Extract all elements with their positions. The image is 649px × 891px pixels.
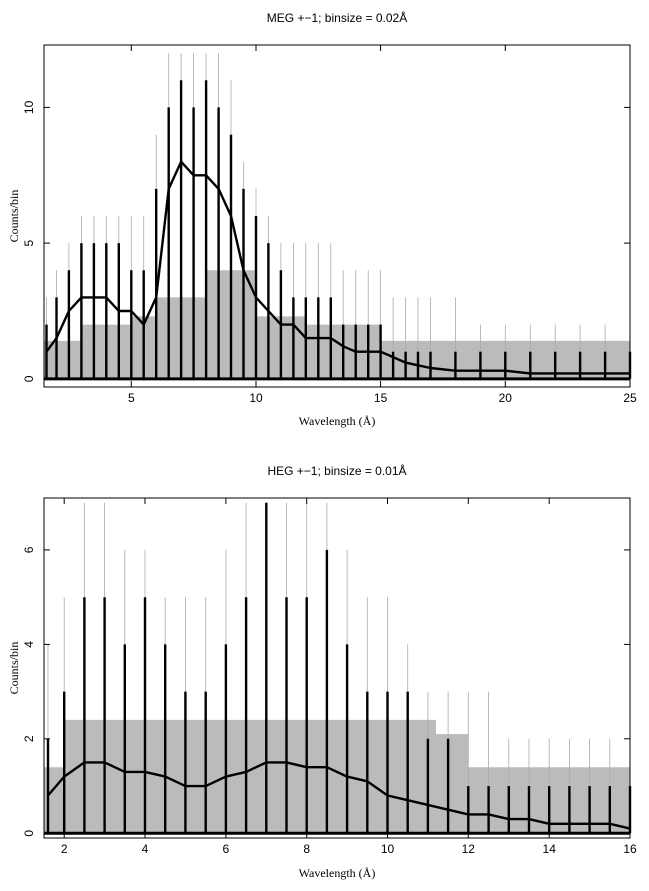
y-tick-label: 10 [22, 100, 36, 114]
y-axis-label-meg: Counts/bin [7, 190, 21, 243]
x-tick-label: 6 [223, 842, 230, 856]
x-tick-label: 4 [142, 842, 149, 856]
data-line-heg [47, 761, 631, 830]
y-tick-label: 2 [22, 735, 36, 742]
panel-heg: HEG +−1; binsize = 0.01Å 2 4 6 8 10 12 14 16 0 2 4… [7, 463, 637, 880]
chart-title-meg: MEG +−1; binsize = 0.02Å [267, 10, 407, 25]
y-tick-label: 4 [22, 641, 36, 648]
band-area-meg [44, 270, 630, 379]
x-tick-label: 20 [499, 391, 513, 405]
x-tick-label: 10 [381, 842, 395, 856]
axis-ticks-heg: 2 4 6 8 10 12 14 16 0 2 4 6 [22, 498, 637, 856]
x-tick-label: 16 [623, 842, 637, 856]
plot-frame-meg [43, 44, 631, 388]
x-tick-label: 8 [303, 842, 310, 856]
x-axis-label-heg: Wavelength (Å) [299, 866, 376, 880]
y-tick-label: 0 [22, 375, 36, 382]
data-series-heg [44, 502, 632, 835]
x-axis-label-meg: Wavelength (Å) [299, 414, 376, 428]
x-tick-label: 15 [374, 391, 388, 405]
background-band-meg [44, 270, 630, 379]
axis-ticks-meg: 5 10 15 20 25 0 5 10 [22, 45, 637, 405]
x-tick-label: 10 [249, 391, 263, 405]
x-tick-label: 12 [462, 842, 476, 856]
background-band-heg [44, 719, 630, 834]
y-axis-label-heg: Counts/bin [7, 642, 21, 695]
panel-meg: MEG +−1; binsize = 0.02Å 5 10 15 20 25 0 5 10 W… [7, 10, 637, 428]
y-tick-label: 0 [22, 830, 36, 837]
x-tick-label: 25 [623, 391, 637, 405]
x-tick-label: 2 [61, 842, 68, 856]
y-tick-label: 6 [22, 546, 36, 553]
plot-frame-heg [43, 497, 631, 839]
band-area-heg [44, 719, 630, 834]
data-line-meg [45, 160, 630, 375]
x-tick-label: 5 [128, 391, 135, 405]
y-tick-label: 5 [22, 239, 36, 246]
x-tick-label: 14 [543, 842, 557, 856]
data-series-meg [44, 80, 632, 381]
chart-title-heg: HEG +−1; binsize = 0.01Å [267, 463, 406, 478]
